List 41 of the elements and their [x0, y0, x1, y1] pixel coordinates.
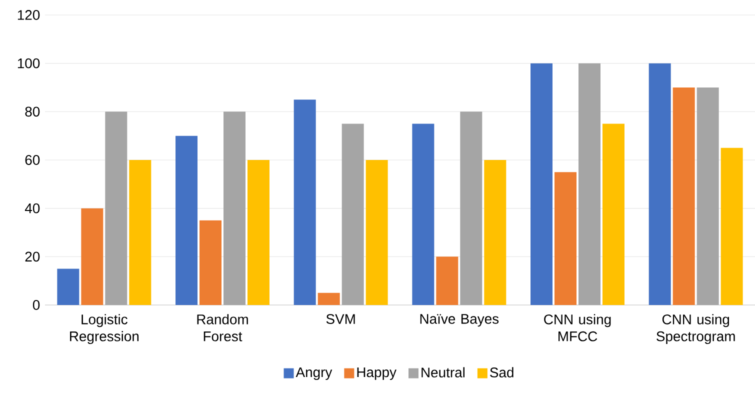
bar — [554, 172, 577, 305]
bar — [720, 148, 743, 305]
bar — [436, 256, 458, 305]
bar — [578, 63, 600, 305]
bar — [176, 136, 198, 305]
bar — [366, 160, 388, 305]
bar — [247, 160, 270, 305]
y-tick-label: 60 — [25, 155, 40, 165]
y-tick-label: 100 — [18, 58, 40, 68]
x-tick-label: Naïve Bayes — [420, 314, 499, 327]
y-tick-label: 0 — [32, 300, 40, 310]
legend-label: Happy — [357, 367, 396, 380]
y-tick-label: 120 — [18, 10, 40, 20]
x-tick-label: CNN using Spectrogram — [656, 314, 735, 344]
bar — [294, 100, 316, 305]
legend-label: Sad — [490, 367, 514, 378]
x-tick-label: Logistic Regression — [70, 314, 139, 344]
y-tick-label: 80 — [25, 106, 40, 117]
bar — [530, 63, 553, 305]
bar — [57, 268, 80, 305]
x-tick-label: Random Forest — [197, 314, 248, 342]
x-tick-label: CNN using MFCC — [544, 314, 611, 342]
y-tick-label: 40 — [24, 203, 40, 214]
x-tick-label: SVM — [326, 314, 355, 324]
bar — [105, 112, 128, 305]
legend-label: Neutral — [422, 367, 465, 378]
y-tick-label: 20 — [25, 252, 40, 262]
legend-label: Angry — [296, 367, 332, 380]
bar — [460, 112, 482, 305]
bar — [696, 87, 719, 305]
bar — [223, 112, 246, 305]
bar — [602, 124, 624, 305]
bar — [81, 208, 104, 305]
bar — [412, 124, 434, 305]
bar — [484, 160, 506, 305]
bar — [648, 63, 671, 305]
bar — [200, 220, 222, 305]
bar — [318, 292, 340, 305]
bar — [342, 124, 364, 305]
bar — [672, 87, 695, 305]
bar — [129, 160, 152, 305]
